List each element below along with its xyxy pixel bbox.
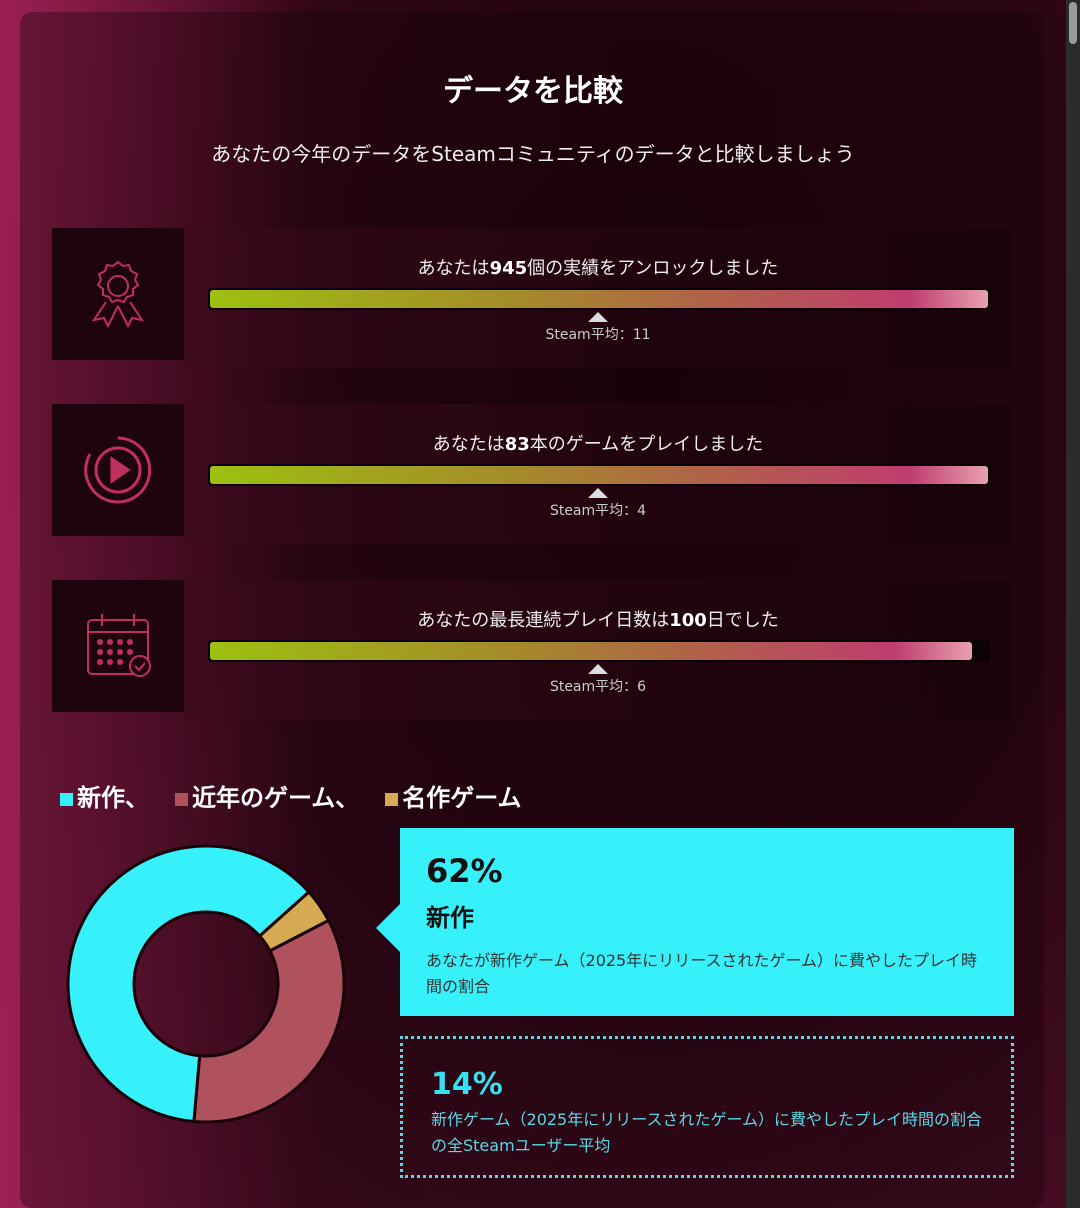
legend-swatch — [60, 792, 73, 806]
legend-label: 新作、 — [77, 784, 149, 812]
stat-value: 100 — [669, 610, 707, 631]
stat-text: あなたは83本のゲームをプレイしました — [184, 430, 1012, 456]
stat-panel: あなたは945個の実績をアンロックしました Steam平均：11 — [184, 228, 1012, 368]
stat-text: あなたの最長連続プレイ日数は100日でした — [184, 606, 1012, 632]
stat-bar-track — [208, 640, 990, 662]
legend-item: 近年のゲーム、 — [175, 778, 359, 813]
page-title: データを比較 — [443, 74, 623, 109]
highlight-label: 新作 — [426, 904, 474, 932]
stat-panel: あなたの最長連続プレイ日数は100日でした Steam平均：6 — [184, 580, 1012, 720]
donut-slice-2 — [192, 918, 346, 1124]
chart-legend: 新作、 近年のゲーム、 名作ゲーム — [60, 778, 522, 813]
legend-item: 新作、 — [60, 778, 149, 813]
stat-icon-tile — [52, 404, 184, 536]
legend-swatch — [385, 792, 399, 806]
stat-panel: あなたは83本のゲームをプレイしました Steam平均：4 — [184, 404, 1012, 544]
community-percent: 14% — [431, 1067, 503, 1102]
stat-bar-fill — [210, 466, 988, 484]
community-box: 14% 新作ゲーム（2025年にリリースされたゲーム）に費やしたプレイ時間の割合… — [400, 1036, 1014, 1178]
stat-row: あなたは945個の実績をアンロックしました Steam平均：11 — [52, 228, 1012, 368]
scrollbar[interactable] — [1066, 0, 1080, 1208]
highlight-description: あなたが新作ゲーム（2025年にリリースされたゲーム）に費やしたプレイ時間の割合 — [426, 951, 977, 996]
average-label: Steam平均：6 — [549, 679, 647, 695]
stat-text-post: 本のゲームをプレイしました — [529, 434, 764, 455]
stat-icon-tile — [52, 228, 184, 360]
stat-text-post: 日でした — [706, 610, 779, 631]
highlight-box: 62% 新作 あなたが新作ゲーム（2025年にリリースされたゲーム）に費やしたプ… — [376, 828, 1014, 1016]
page-subtitle: あなたの今年のデータをSteamコミュニティのデータと比較しましょう — [211, 142, 855, 166]
scrollbar-thumb[interactable] — [1069, 2, 1077, 44]
legend-item: 名作ゲーム — [385, 778, 522, 813]
stat-text-pre: あなたは — [417, 258, 490, 279]
stat-row: あなたの最長連続プレイ日数は100日でした Steam平均：6 — [52, 580, 1012, 720]
stat-text: あなたは945個の実績をアンロックしました — [184, 254, 1012, 280]
steam-average: Steam平均：6 — [184, 664, 1012, 696]
stat-bar-fill — [210, 642, 973, 660]
stat-icon-tile — [52, 580, 184, 712]
stat-bar-track — [208, 464, 990, 486]
average-marker-icon — [588, 488, 608, 498]
legend-label: 近年のゲーム、 — [192, 784, 360, 812]
average-marker-icon — [588, 664, 608, 674]
community-description: 新作ゲーム（2025年にリリースされたゲーム）に費やしたプレイ時間の割合の全St… — [431, 1110, 982, 1155]
stat-text-pre: あなたは — [432, 434, 505, 455]
stat-row: あなたは83本のゲームをプレイしました Steam平均：4 — [52, 404, 1012, 544]
average-label: Steam平均：4 — [549, 503, 647, 519]
legend-swatch — [175, 792, 188, 806]
stat-text-pre: あなたの最長連続プレイ日数は — [417, 610, 670, 631]
stat-text-post: 個の実績をアンロックしました — [527, 258, 779, 279]
average-label: Steam平均：11 — [545, 327, 651, 343]
steam-average: Steam平均：4 — [184, 488, 1012, 520]
donut-chart — [66, 844, 346, 1124]
highlight-percent: 62% — [426, 852, 503, 890]
stat-bar-track — [208, 288, 990, 310]
donut-slice-0 — [66, 844, 311, 1124]
stat-value: 945 — [489, 258, 528, 279]
stat-value: 83 — [504, 434, 530, 455]
average-marker-icon — [588, 312, 608, 322]
legend-label: 名作ゲーム — [402, 784, 522, 812]
steam-average: Steam平均：11 — [184, 312, 1012, 344]
stat-bar-fill — [210, 290, 988, 308]
